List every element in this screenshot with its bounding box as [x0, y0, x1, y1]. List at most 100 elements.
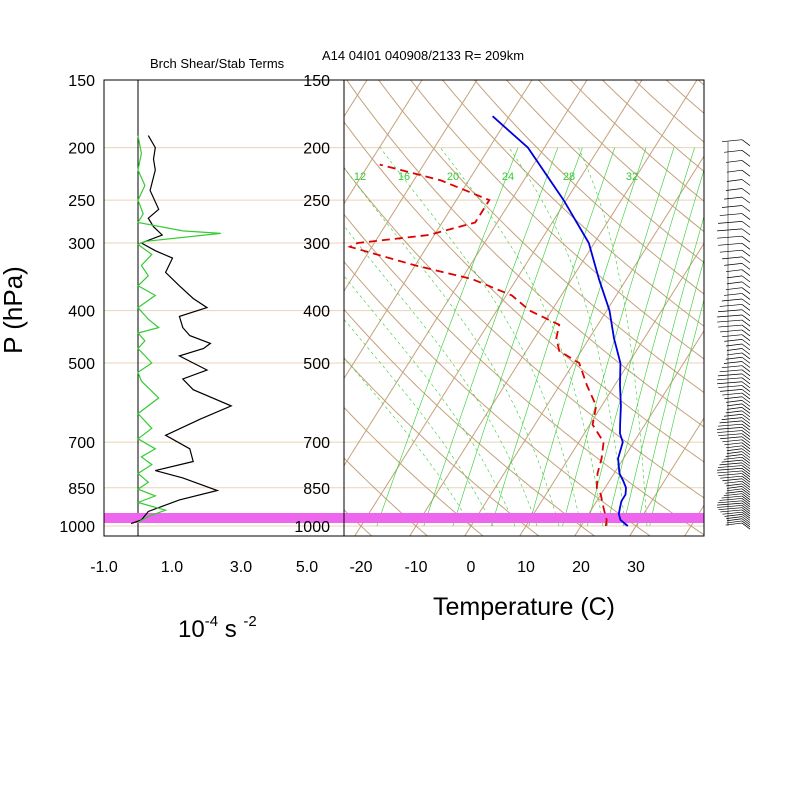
wind-barb	[717, 309, 743, 313]
moist-adiabat	[508, 147, 626, 527]
dry-adiabat	[22, 64, 318, 538]
wind-barb	[726, 275, 743, 279]
shear-unit-label: 10-4 s -2	[178, 613, 257, 643]
wind-barb-flag	[741, 304, 751, 311]
wind-barb	[717, 381, 743, 385]
temperature-tick: 10	[517, 559, 535, 576]
pressure-tick-left: 250	[68, 193, 95, 210]
wind-barb-flag	[741, 520, 751, 528]
isotherm	[344, 80, 533, 380]
wind-barb-flag	[741, 459, 751, 467]
wind-barb	[717, 373, 743, 377]
isotherm	[344, 80, 368, 118]
wind-barb	[725, 454, 743, 457]
wind-barb-flag	[741, 396, 751, 404]
mixing-ratio-label: 28	[563, 171, 575, 183]
wind-barb-flag	[741, 179, 751, 186]
temperature-axis-label: Temperature (C)	[433, 593, 615, 621]
mixing-ratio-line	[623, 215, 704, 527]
wind-barb	[719, 304, 743, 307]
wind-barb	[725, 522, 743, 526]
moist-adiabat	[344, 225, 538, 527]
mixing-ratio-line	[649, 298, 704, 527]
mixing-ratio-label: 16	[398, 171, 410, 183]
pressure-tick-left: 1000	[59, 519, 95, 536]
dry-adiabat	[344, 406, 484, 536]
wind-barb-flag	[741, 188, 751, 195]
temperature-tick: -10	[404, 559, 427, 576]
wind-barb	[718, 433, 743, 437]
right-panel-title: A14 04I01 040908/2133 R= 209km	[322, 48, 524, 63]
wind-barb-flag	[741, 410, 751, 418]
wind-barb	[722, 392, 743, 396]
wind-barb-flag	[741, 339, 751, 346]
shear-tick: 5.0	[296, 559, 318, 576]
wind-barb-flag	[741, 516, 751, 523]
right-panel-frame	[343, 79, 705, 537]
wind-barb	[719, 369, 743, 373]
wind-barb	[726, 169, 743, 173]
wind-barb-flag	[741, 293, 751, 300]
temperature-tick: -20	[349, 559, 372, 576]
wind-barb-flag	[741, 256, 751, 264]
wind-barb	[718, 242, 743, 246]
wind-barb	[721, 495, 743, 499]
wind-barb	[721, 139, 743, 143]
wind-barb-flag	[741, 433, 751, 440]
wind-barb-flag	[741, 329, 751, 337]
wind-barb-flag	[741, 470, 751, 478]
wind-barb	[723, 456, 743, 460]
wind-barb-flag	[741, 319, 751, 327]
moist-adiabat	[578, 147, 648, 527]
wind-barb-flag	[741, 235, 751, 243]
wind-barb	[724, 263, 743, 266]
wind-barb	[722, 439, 743, 443]
wind-barb	[726, 407, 743, 410]
wind-barb-flag	[741, 486, 751, 493]
wind-barb-flag	[741, 488, 751, 496]
wind-barb-flag	[741, 420, 751, 428]
pressure-tick-right: 150	[303, 73, 330, 90]
pressure-tick-left: 300	[68, 236, 95, 253]
moist-adiabat	[344, 318, 494, 527]
isotherm	[0, 64, 212, 538]
wind-barb-flag	[741, 500, 751, 508]
mixing-ratio-line	[423, 147, 559, 527]
wind-barb	[717, 467, 743, 471]
wind-barb	[722, 334, 743, 338]
wind-barb	[722, 511, 743, 515]
dry-adiabat	[344, 121, 704, 463]
wind-barb-flag	[741, 454, 751, 461]
wind-barb-flag	[741, 483, 751, 491]
dry-adiabat	[344, 213, 704, 536]
temperature-tick: 0	[467, 559, 476, 576]
wind-barb-flag	[741, 281, 751, 289]
wind-barb	[726, 348, 743, 351]
wind-barb-flag	[741, 287, 751, 294]
wind-barb-flag	[741, 205, 751, 212]
wind-barb-flag	[741, 502, 751, 510]
dry-adiabat	[344, 308, 596, 536]
pressure-tick-right: 250	[303, 193, 330, 210]
wind-barb	[721, 298, 743, 302]
wind-barb-flag	[741, 314, 751, 322]
wind-barb	[720, 509, 743, 513]
wind-barb-flag	[741, 481, 751, 488]
shear-tick: 3.0	[230, 559, 252, 576]
pressure-tick-right: 500	[303, 356, 330, 373]
wind-barb-flag	[741, 462, 751, 470]
wind-barb-flag	[741, 324, 751, 332]
pressure-tick-right: 700	[303, 435, 330, 452]
wind-barb	[717, 228, 743, 232]
wind-barb-flag	[741, 361, 751, 368]
mixing-ratio-line	[587, 147, 695, 527]
wind-barb	[721, 205, 743, 208]
wind-barb	[718, 385, 743, 388]
wind-barb	[726, 281, 743, 285]
isotherm	[344, 80, 478, 293]
wind-barb	[721, 459, 743, 463]
pressure-tick-right: 400	[303, 304, 330, 321]
wind-barb	[719, 420, 743, 424]
wind-barb	[720, 436, 743, 440]
wind-barb	[720, 389, 743, 392]
